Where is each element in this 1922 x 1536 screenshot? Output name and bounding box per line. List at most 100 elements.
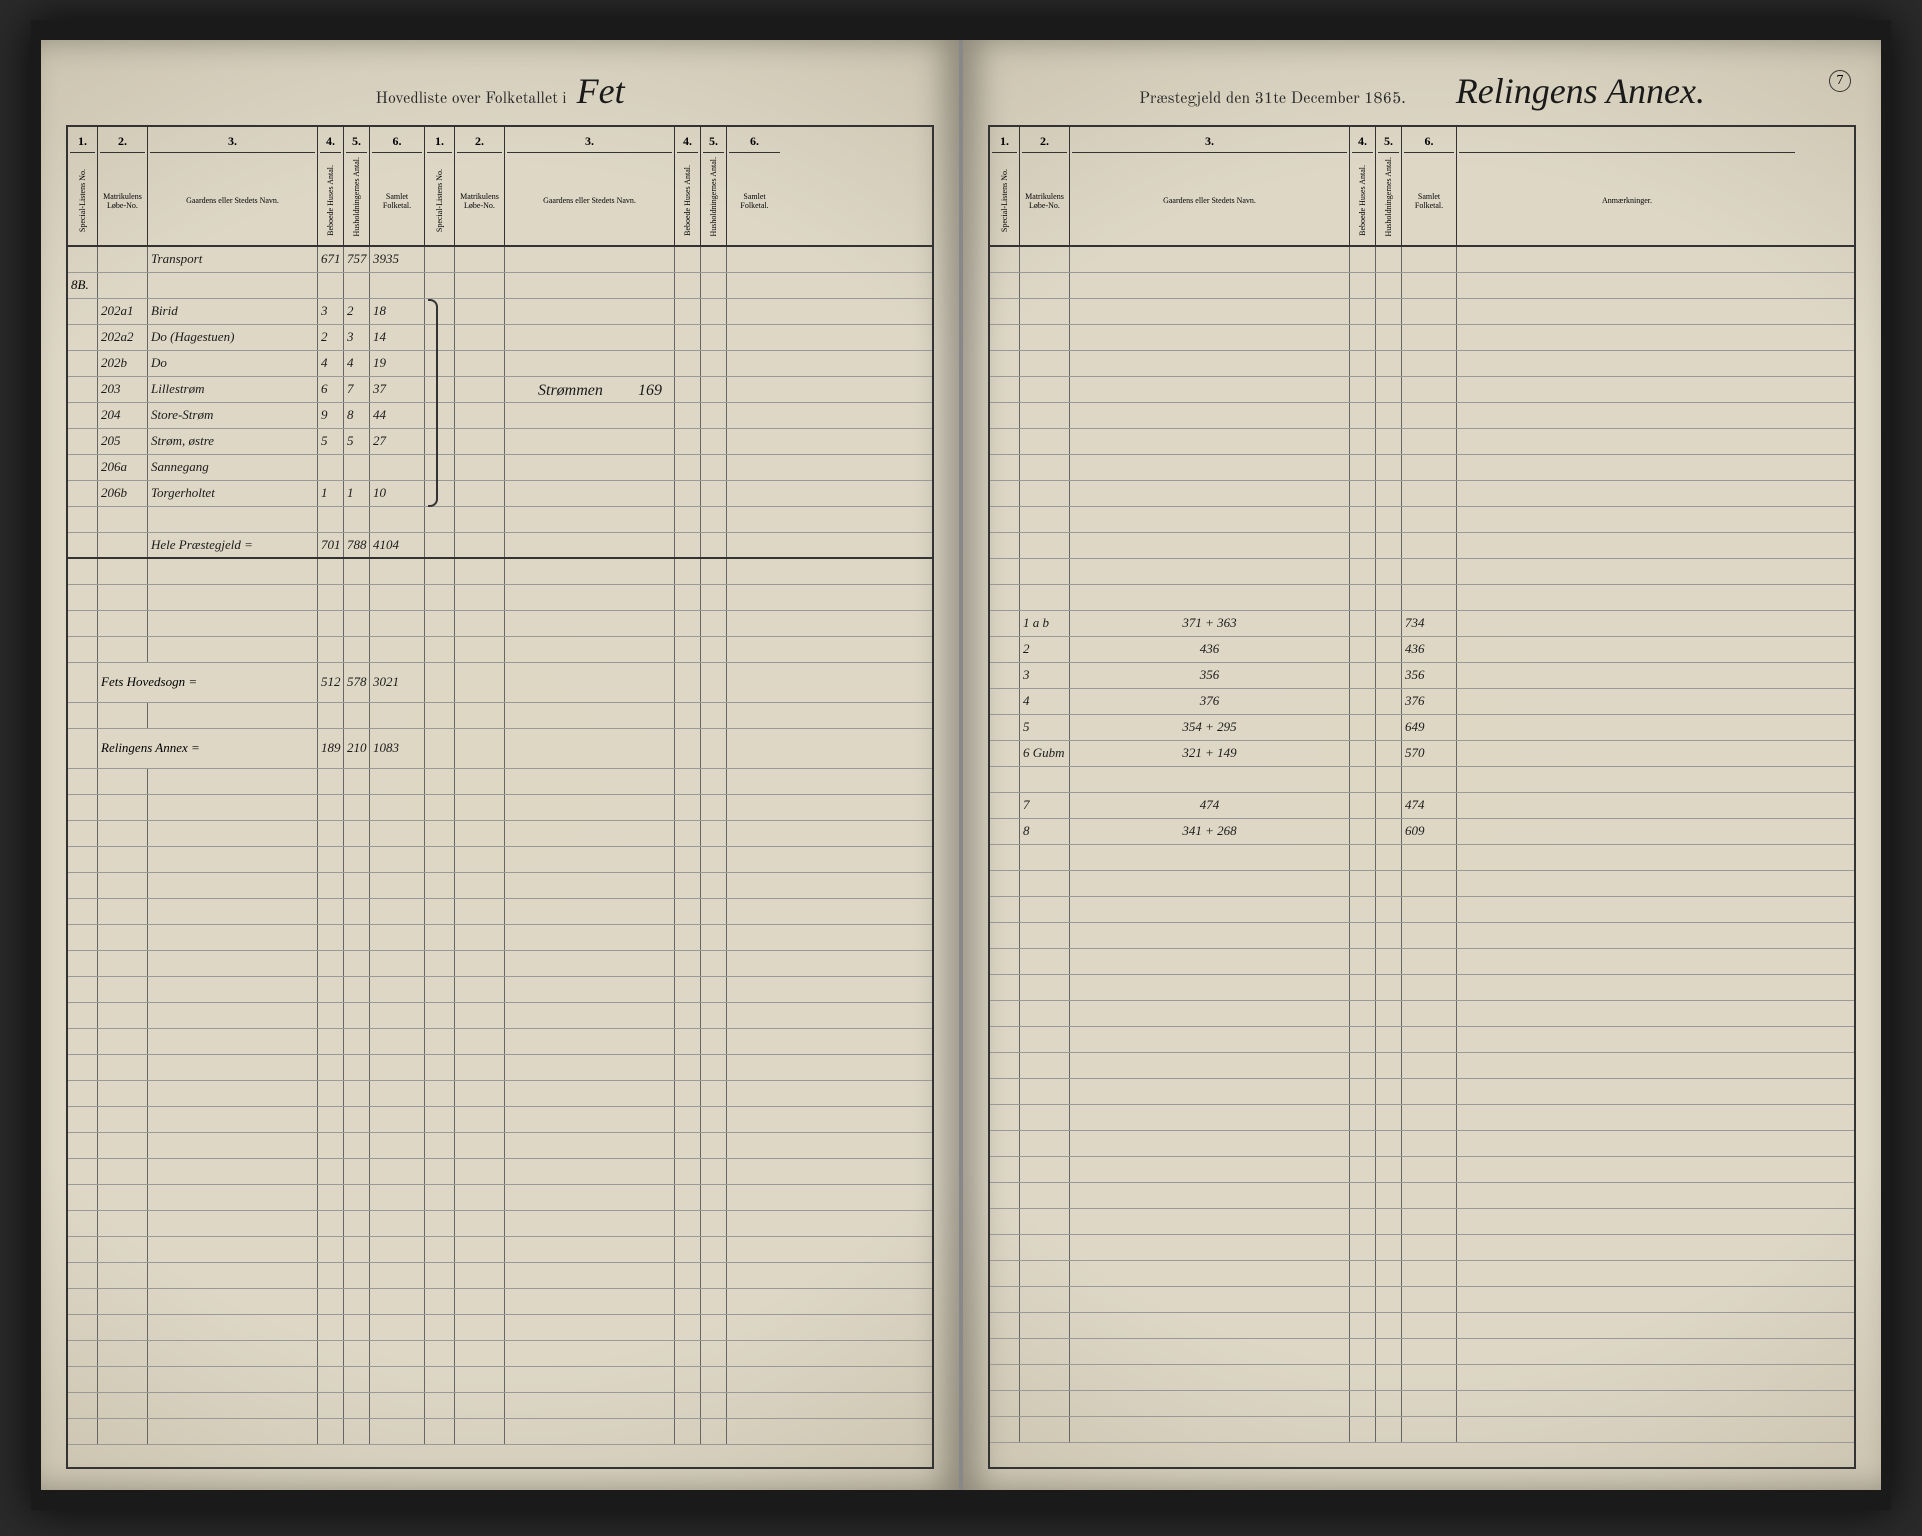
cell-c6	[1402, 767, 1457, 792]
cell-c2: 8	[1020, 819, 1070, 844]
col-label-4: Beboede Huses Antal.	[326, 165, 335, 236]
blank-row	[990, 273, 1854, 299]
blank-row	[990, 897, 1854, 923]
transport-row: Transport 671 757 3935	[68, 247, 932, 273]
summary2-label: Relingens Annex =	[98, 729, 318, 768]
blank-row	[68, 1263, 932, 1289]
table-row: 206aSannegang	[68, 455, 932, 481]
col-label-1: Special-Listens No.	[78, 169, 87, 232]
cell-c6: 356	[1402, 663, 1457, 688]
cell-c2: 205	[98, 429, 148, 454]
cell-c6: 609	[1402, 819, 1457, 844]
blank-row	[68, 847, 932, 873]
cell-c2: 206a	[98, 455, 148, 480]
cell-c4: 3	[318, 299, 344, 324]
blank-row	[68, 1133, 932, 1159]
blank-row	[990, 1183, 1854, 1209]
blank-row	[990, 1053, 1854, 1079]
cell-c5: 3	[344, 325, 370, 350]
rcol-num-3: 3.	[1072, 131, 1347, 153]
bracket-note-value: 169	[638, 382, 662, 400]
table-row: 8341 + 268 609	[990, 819, 1854, 845]
cell-c3: 376	[1070, 689, 1350, 714]
bracket-note-name: Strømmen	[538, 382, 603, 400]
cell-c6: 649	[1402, 715, 1457, 740]
cell-c2: 3	[1020, 663, 1070, 688]
blank-row	[990, 1209, 1854, 1235]
transport-label: Transport	[148, 247, 318, 272]
blank-row	[68, 795, 932, 821]
table-row: 5354 + 295649	[990, 715, 1854, 741]
cell-c5	[344, 455, 370, 480]
cell-c6: 27	[370, 429, 425, 454]
cell-c4: 9	[318, 403, 344, 428]
cell-c3: Do	[148, 351, 318, 376]
transport-c6: 3935	[370, 247, 425, 272]
cell-c5: 2	[344, 299, 370, 324]
rcol-num-4: 4.	[1352, 131, 1373, 153]
table-row: 203Lillestrøm6737	[68, 377, 932, 403]
col-num-5: 5.	[346, 131, 367, 153]
blank-row	[990, 1105, 1854, 1131]
blank-row	[68, 873, 932, 899]
rcol-num-2: 2.	[1022, 131, 1067, 153]
col-label-3b: Gaardens eller Stedets Navn.	[507, 161, 672, 241]
blank-row	[68, 1289, 932, 1315]
right-ledger-body: 1 a b371 + 36373424364363356356437637653…	[990, 247, 1854, 1467]
summary2-c5: 210	[344, 729, 370, 768]
blank-row	[68, 1419, 932, 1445]
col-num-3b: 3.	[507, 131, 672, 153]
cell-c4: 4	[318, 351, 344, 376]
summary1-c6: 3021	[370, 663, 425, 702]
col-label-2: Matrikulens Løbe-No.	[100, 161, 145, 241]
cell-c2: 2	[1020, 637, 1070, 662]
col-label-6: Samlet Folketal.	[372, 161, 422, 241]
left-page-header: Hovedliste over Folketallet i Fet	[66, 70, 934, 110]
blank-row	[68, 637, 932, 663]
table-row: 2436436	[990, 637, 1854, 663]
blank-row	[990, 403, 1854, 429]
table-row: 204Store-Strøm9844	[68, 403, 932, 429]
table-row: 7474474	[990, 793, 1854, 819]
summary1-label: Fets Hovedsogn =	[98, 663, 318, 702]
blank-row	[990, 975, 1854, 1001]
cell-c6: 44	[370, 403, 425, 428]
col-num-1b: 1.	[427, 131, 452, 153]
blank-row	[990, 871, 1854, 897]
blank-row	[990, 507, 1854, 533]
blank-row	[990, 1001, 1854, 1027]
cell-c6: 570	[1402, 741, 1457, 766]
blank-row	[990, 949, 1854, 975]
header-cursive-left: Fet	[577, 70, 625, 112]
blank-row	[68, 559, 932, 585]
blank-row	[68, 703, 932, 729]
table-row: 4376376	[990, 689, 1854, 715]
blank-row	[990, 1261, 1854, 1287]
cell-c6: 474	[1402, 793, 1457, 818]
transport-c4: 671	[318, 247, 344, 272]
cell-c3: Torgerholtet	[148, 481, 318, 506]
blank-row	[990, 1079, 1854, 1105]
rcol-label-3: Gaardens eller Stedets Navn.	[1072, 161, 1347, 241]
col-label-4b: Beboede Huses Antal.	[683, 165, 692, 236]
rcol-label-4: Beboede Huses Antal.	[1358, 165, 1367, 236]
blank-row	[990, 1339, 1854, 1365]
rcol-label-1: Special-Listens No.	[1000, 169, 1009, 232]
cell-c3: Do (Hagestuen)	[148, 325, 318, 350]
cell-c3: Sannegang	[148, 455, 318, 480]
col-label-5: Husholdningernes Antal.	[352, 157, 361, 237]
cell-c3: Lillestrøm	[148, 377, 318, 402]
cell-c2: 204	[98, 403, 148, 428]
blank-row	[990, 1235, 1854, 1261]
cell-c2: 202a1	[98, 299, 148, 324]
blank-row	[68, 821, 932, 847]
cell-c4: 1	[318, 481, 344, 506]
blank-row	[68, 899, 932, 925]
col-num-6: 6.	[372, 131, 422, 153]
col-num-2b: 2.	[457, 131, 502, 153]
blank-row	[990, 1131, 1854, 1157]
blank-row	[990, 351, 1854, 377]
cell-c3: 341 + 268	[1070, 819, 1350, 844]
total-label: Hele Præstegjeld =	[148, 533, 318, 557]
header-print-right: Præstegjeld den 31te December 1865.	[1139, 89, 1406, 109]
